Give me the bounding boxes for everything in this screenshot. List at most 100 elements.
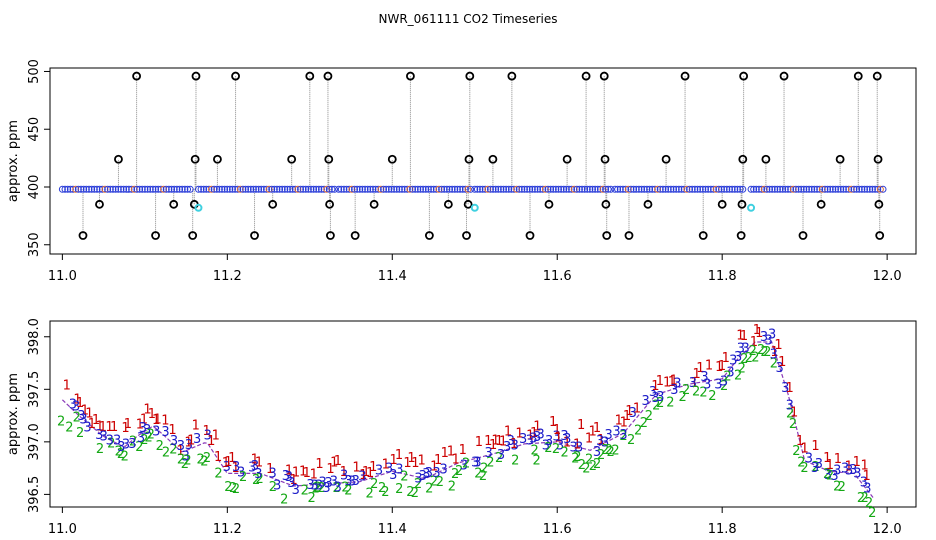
chart-title: NWR_061111 CO2 Timeseries: [379, 12, 558, 26]
digit-marker-326: 3: [786, 398, 794, 413]
top-xtick-label-5: 12.0: [873, 269, 902, 284]
baseline-point-0-34: [149, 185, 157, 193]
digit-marker-122: 1: [330, 456, 338, 471]
digit-marker-42: 2: [145, 430, 153, 445]
baseline-point-0-8: [80, 185, 88, 193]
bottom-ytick-label-0: 396.5: [27, 476, 42, 513]
digit-marker-103: 3: [287, 476, 295, 491]
baseline-point-0-24: [122, 185, 130, 193]
digit-marker-210: 3: [533, 430, 541, 445]
baseline-point-5-38: [847, 185, 855, 193]
digit-marker-143: 2: [378, 481, 386, 496]
digit-marker-82: 1: [232, 461, 240, 476]
digit-marker-270: 1: [663, 375, 671, 390]
digit-marker-333: 2: [800, 461, 808, 476]
baseline-point-4-7: [630, 185, 638, 193]
baseline-point-3-40: [575, 185, 583, 193]
baseline-point-4-4: [622, 185, 630, 193]
digit-marker-52: 3: [161, 425, 169, 440]
digit-marker-124: 1: [334, 454, 342, 469]
baseline-point-2-35: [427, 185, 435, 193]
flag-point-49: [739, 71, 749, 81]
digit-marker-198: 1: [510, 437, 518, 452]
baseline-point-5-3: [755, 185, 763, 193]
baseline-point-3-36: [565, 185, 573, 193]
digit-marker-243: 2: [601, 443, 609, 458]
digit-marker-188: 3: [485, 446, 493, 461]
baseline-point-1-10: [221, 185, 229, 193]
digit-marker-159: 3: [414, 472, 422, 487]
digit-marker-279: 3: [689, 376, 697, 391]
digit-marker-54: 2: [169, 443, 177, 458]
baseline-point-1-7: [213, 185, 221, 193]
baseline-point-2-47: [459, 185, 467, 193]
digit-marker-53: 1: [168, 423, 176, 438]
baseline-point-4-28: [686, 185, 694, 193]
baseline-point-2-9: [358, 185, 366, 193]
baseline-point-1-2: [200, 185, 208, 193]
digit-marker-203: 1: [526, 429, 534, 444]
digit-marker-231: 2: [578, 458, 586, 473]
digit-marker-298: 3: [734, 350, 742, 365]
baseline-point-4-29: [688, 185, 696, 193]
baseline-point-4-38: [712, 185, 720, 193]
baseline-point-3-17: [515, 185, 523, 193]
digit-marker-255: 1: [625, 404, 633, 419]
baseline-point-0-27: [130, 185, 138, 193]
baseline-point-3-3: [479, 185, 487, 193]
baseline-point-1-26: [263, 185, 270, 193]
digit-marker-204: 3: [526, 434, 534, 449]
bottom-xtick-label-2: 11.4: [378, 522, 407, 537]
digit-marker-51: 2: [162, 446, 170, 461]
digit-marker-26: 3: [113, 433, 121, 448]
baseline-point-1-24: [257, 185, 265, 193]
digit-marker-265: 2: [652, 398, 660, 413]
baseline-point-0-35: [152, 185, 160, 193]
flag-point-3: [132, 71, 142, 81]
flag-point-19: [326, 231, 335, 240]
baseline-point-1-1: [197, 185, 205, 193]
baseline-point-3-20: [523, 185, 531, 193]
baseline-point-0-1: [61, 185, 69, 193]
digit-marker-215: 1: [549, 415, 557, 430]
digit-marker-357: 2: [861, 491, 869, 506]
baseline-point-4-14: [648, 185, 656, 193]
baseline-point-4-47: [736, 185, 744, 193]
digit-marker-344: 3: [830, 469, 838, 484]
top-xtick-label-4: 11.8: [708, 269, 737, 284]
digit-marker-118: 3: [318, 475, 326, 490]
flag-point-33: [544, 199, 554, 209]
digit-marker-45: 2: [147, 428, 155, 443]
baseline-point-5-19: [797, 185, 805, 193]
digit-marker-163: 2: [425, 481, 433, 496]
digit-marker-348: 2: [838, 480, 846, 495]
baseline-point-3-46: [591, 185, 599, 193]
digit-marker-299: 1: [736, 329, 744, 344]
digit-marker-184: 2: [479, 469, 487, 484]
digit-marker-98: 2: [280, 492, 288, 507]
baseline-point-3-35: [562, 185, 570, 193]
baseline-point-2-41: [443, 185, 451, 193]
flag-point-44: [698, 231, 708, 240]
baseline-point-0-26: [128, 185, 136, 193]
digit-marker-109: 2: [308, 491, 316, 506]
baseline-point-0-30: [138, 185, 146, 193]
baseline-point-3-6: [486, 185, 494, 193]
digit-marker-139: 2: [366, 487, 374, 502]
digit-marker-218: 3: [553, 430, 561, 445]
digit-marker-20: 3: [100, 429, 108, 444]
digit-marker-136: 3: [358, 470, 366, 485]
baseline-point-5-14: [784, 185, 792, 193]
baseline-point-2-40: [440, 185, 448, 193]
digit-marker-114: 1: [315, 457, 323, 472]
digit-marker-202: 3: [519, 432, 527, 447]
digit-marker-315: 3: [764, 334, 772, 349]
baseline-point-5-50: [879, 185, 887, 193]
digit-marker-250: 1: [615, 414, 623, 429]
digit-marker-106: 1: [299, 465, 307, 480]
baseline-point-1-44: [310, 185, 318, 193]
flag-point-48: [738, 154, 748, 164]
baseline-point-5-15: [787, 185, 795, 193]
digit-marker-209: 2: [532, 453, 540, 468]
digit-marker-280: 1: [693, 367, 701, 382]
